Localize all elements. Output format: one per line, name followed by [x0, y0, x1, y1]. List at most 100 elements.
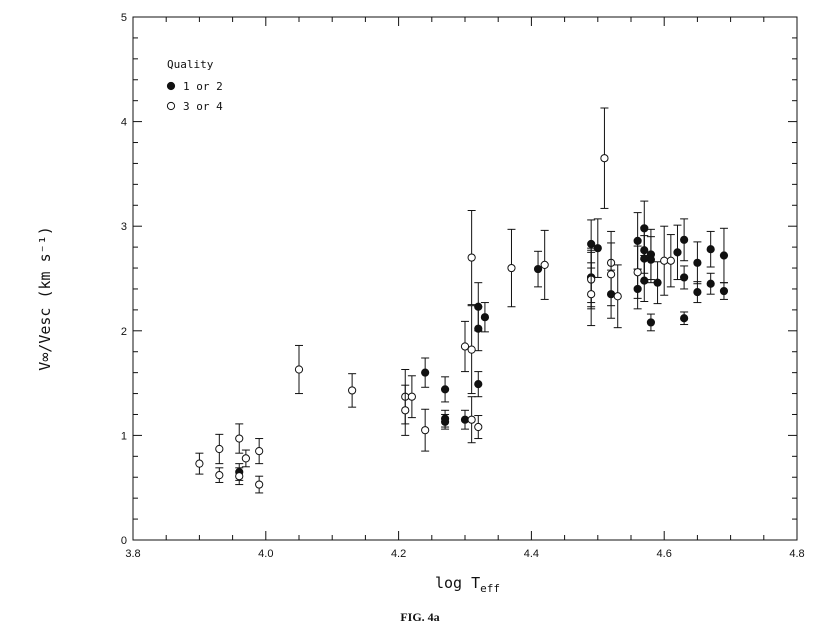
- x-tick-label: 4.6: [657, 548, 672, 560]
- marker-quality-1-2: [533, 264, 543, 274]
- marker-quality-1-2: [706, 245, 715, 254]
- data-point: [653, 261, 662, 305]
- data-point: [401, 384, 410, 436]
- marker-quality-3-4: [215, 471, 224, 480]
- legend: Quality 1 or 2 3 or 4: [166, 58, 223, 113]
- data-point: [633, 245, 642, 299]
- marker-quality-3-4: [467, 415, 476, 424]
- marker-quality-1-2: [646, 318, 656, 327]
- data-point: [660, 225, 669, 296]
- marker-quality-1-2: [719, 251, 729, 260]
- data-point: [646, 236, 656, 284]
- y-axis-label: V∞/Vesc (km s⁻¹): [36, 226, 54, 371]
- figure-caption: FIG. 4a: [400, 610, 440, 624]
- legend-marker-open: [166, 101, 176, 111]
- y-tick-label: 2: [121, 326, 127, 338]
- x-axis-label-main: log T: [435, 574, 480, 592]
- marker-quality-3-4: [294, 365, 304, 374]
- marker-quality-1-2: [440, 385, 450, 394]
- marker-quality-3-4: [467, 253, 476, 262]
- data-point: [235, 423, 244, 454]
- marker-quality-1-2: [719, 286, 729, 296]
- marker-quality-3-4: [235, 434, 244, 443]
- data-point: [480, 302, 490, 333]
- marker-quality-1-2: [593, 244, 602, 253]
- marker-quality-3-4: [474, 422, 483, 432]
- marker-quality-1-2: [460, 415, 470, 424]
- data-point: [666, 234, 675, 288]
- marker-quality-1-2: [693, 287, 702, 297]
- data-point: [587, 262, 596, 327]
- data-point: [719, 282, 729, 300]
- marker-quality-3-4: [407, 392, 416, 401]
- marker-quality-3-4: [587, 290, 596, 299]
- data-point: [646, 313, 656, 332]
- marker-quality-1-2: [440, 417, 450, 426]
- data-point: [348, 373, 357, 408]
- data-point: [706, 230, 715, 268]
- marker-quality-3-4: [255, 480, 264, 489]
- data-point: [421, 408, 430, 452]
- data-point: [474, 415, 483, 440]
- data-point: [613, 264, 622, 329]
- marker-quality-1-2: [706, 279, 715, 288]
- x-tick-label: 4.4: [524, 548, 539, 560]
- data-point: [294, 344, 304, 395]
- data-point: [215, 467, 224, 483]
- data-point: [460, 320, 470, 373]
- marker-quality-3-4: [348, 386, 357, 395]
- marker-quality-3-4: [401, 406, 410, 415]
- marker-quality-1-2: [680, 314, 689, 323]
- data-point: [680, 218, 689, 262]
- marker-quality-3-4: [255, 446, 264, 456]
- data-point: [680, 265, 689, 290]
- marker-quality-3-4: [633, 268, 642, 277]
- data-point: [719, 227, 729, 284]
- marker-quality-1-2: [680, 235, 689, 244]
- data-point: [693, 281, 702, 304]
- marker-quality-3-4: [606, 270, 616, 279]
- marker-quality-3-4: [235, 472, 244, 481]
- x-axis-label-subscript: eff: [480, 582, 500, 595]
- marker-quality-1-2: [693, 258, 702, 267]
- x-tick-label: 4.8: [789, 548, 804, 560]
- marker-quality-3-4: [600, 154, 609, 163]
- marker-quality-3-4: [467, 345, 476, 354]
- data-point: [673, 224, 682, 281]
- marker-quality-1-2: [646, 255, 656, 264]
- data-point: [467, 305, 476, 395]
- data-point: [467, 210, 476, 306]
- y-tick-label: 3: [121, 221, 127, 233]
- x-tick-label: 3.8: [125, 548, 140, 560]
- marker-quality-1-2: [673, 248, 682, 257]
- data-point: [235, 467, 244, 486]
- marker-quality-1-2: [680, 273, 689, 282]
- legend-title: Quality: [167, 58, 214, 71]
- y-tick-label: 0: [121, 535, 127, 547]
- data-point: [593, 218, 602, 278]
- data-point: [600, 107, 609, 209]
- data-point: [460, 409, 470, 430]
- data-point: [474, 371, 483, 398]
- data-point: [680, 311, 689, 326]
- x-tick-label: 4.0: [258, 548, 273, 560]
- data-point: [215, 433, 224, 465]
- data-point: [241, 449, 250, 468]
- marker-quality-3-4: [195, 459, 204, 468]
- legend-entry-quality-3-4: 3 or 4: [183, 100, 223, 113]
- marker-quality-3-4: [660, 256, 669, 265]
- y-tick-label: 4: [121, 117, 127, 129]
- marker-quality-3-4: [613, 292, 622, 301]
- x-tick-label: 4.2: [391, 548, 406, 560]
- marker-quality-1-2: [653, 278, 662, 287]
- legend-entry-quality-1-2: 1 or 2: [183, 80, 223, 93]
- marker-quality-3-4: [215, 444, 224, 454]
- marker-quality-3-4: [507, 263, 516, 273]
- data-point: [421, 357, 430, 388]
- data-point: [407, 375, 416, 419]
- marker-quality-1-2: [421, 368, 430, 377]
- y-tick-label: 1: [121, 430, 127, 442]
- y-tick-label: 5: [121, 12, 127, 24]
- legend-marker-filled: [166, 81, 176, 91]
- data-point: [474, 306, 483, 352]
